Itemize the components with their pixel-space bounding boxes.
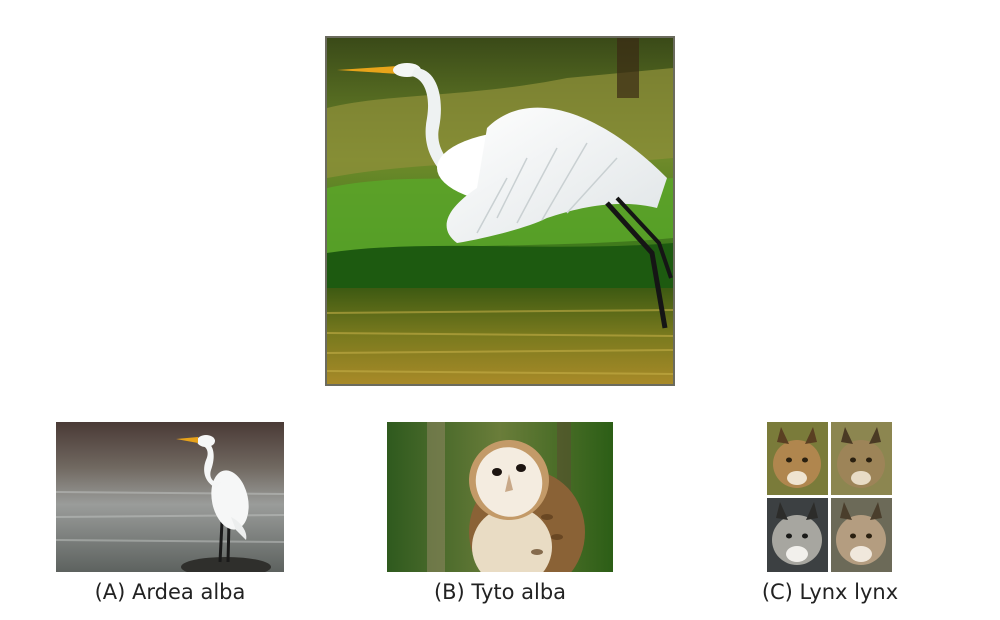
egret-in-flight-photo — [325, 36, 675, 386]
option-c-label[interactable]: (C) Lynx lynx — [761, 580, 899, 604]
option-b-label[interactable]: (B) Tyto alba — [433, 580, 567, 604]
option-a-label[interactable]: (A) Ardea alba — [94, 580, 246, 604]
lynx-faces-photo[interactable] — [767, 422, 892, 572]
great-egret-photo[interactable] — [56, 422, 284, 572]
barn-owl-photo[interactable] — [387, 422, 613, 572]
